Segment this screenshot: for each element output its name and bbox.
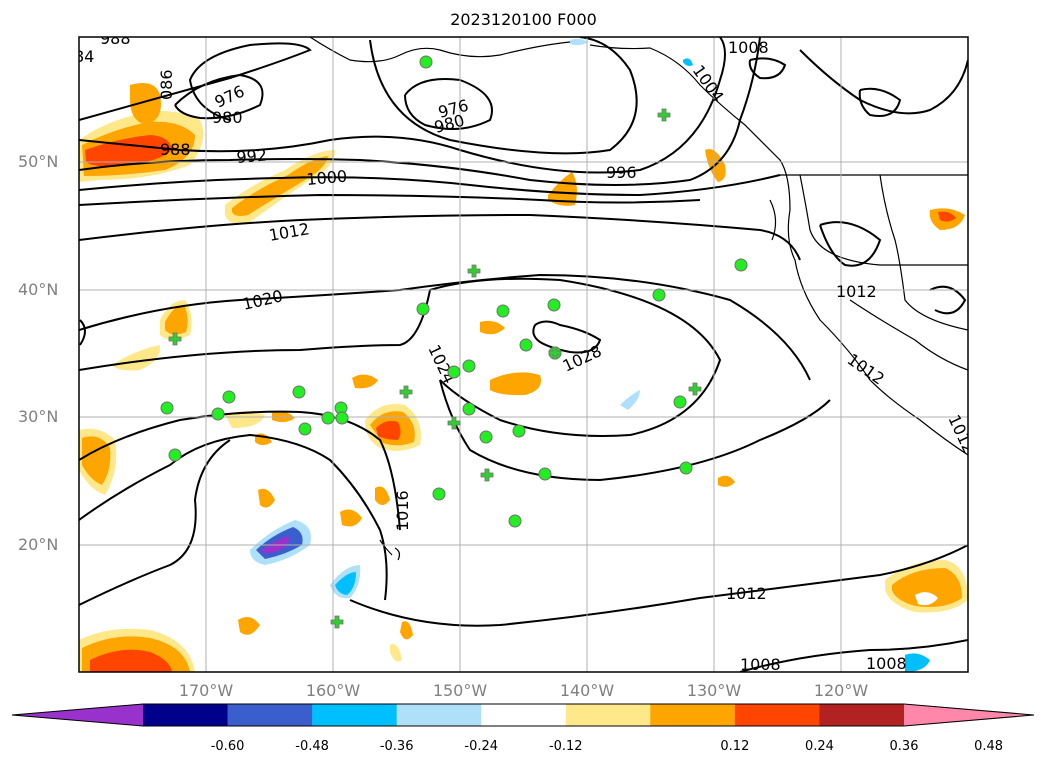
- gridlines: [79, 37, 968, 672]
- isobar-label: 1008: [866, 654, 907, 673]
- station-circle-marker: [447, 365, 461, 379]
- lon-label: 170°W: [178, 681, 234, 700]
- lat-label: 20°N: [18, 535, 59, 554]
- station-plus-marker: [480, 468, 494, 482]
- station-circle-marker: [160, 401, 174, 415]
- isobar-label: 1012: [726, 584, 767, 603]
- colorbar-tick-label: 0.48: [974, 739, 1004, 754]
- colorbar-segment: [734, 704, 820, 726]
- station-circle-marker: [538, 467, 552, 481]
- station-circle-marker: [432, 487, 446, 501]
- lon-label: 150°W: [432, 681, 488, 700]
- station-circle-marker: [547, 298, 561, 312]
- station-circle-marker: [479, 430, 493, 444]
- colorbar-tick-label: -0.48: [295, 739, 329, 754]
- colorbar-segment: [227, 704, 313, 726]
- isobar-label: 1012: [836, 282, 877, 301]
- station-plus-marker: [399, 385, 413, 399]
- station-circle-marker: [335, 411, 349, 425]
- isobar-contours: [79, 37, 968, 672]
- isobar-label: 1016: [393, 490, 412, 531]
- isobar-label: 992: [236, 145, 268, 167]
- lon-label: 140°W: [559, 681, 615, 700]
- station-circle-marker: [222, 390, 236, 404]
- station-circle-marker: [519, 338, 533, 352]
- station-plus-marker: [330, 615, 344, 629]
- anomaly-fills: [79, 38, 968, 672]
- isobar-label: 1008: [728, 38, 769, 57]
- colorbar-tick-label: 0.12: [720, 739, 750, 754]
- station-circle-marker: [508, 514, 522, 528]
- colorbar-tick-label: 0.36: [889, 739, 919, 754]
- map-title: 2023120100 F000: [450, 10, 597, 29]
- station-circle-marker: [168, 448, 182, 462]
- station-circle-marker: [462, 359, 476, 373]
- map-frame: [78, 36, 969, 673]
- colorbar: [11, 703, 1035, 727]
- station-circle-marker: [673, 395, 687, 409]
- station-circle-marker: [679, 461, 693, 475]
- colorbar-tick-label: -0.36: [379, 739, 414, 754]
- station-circle-marker: [419, 55, 433, 69]
- station-circle-marker: [496, 304, 510, 318]
- colorbar-segment: [143, 704, 229, 726]
- station-plus-marker: [168, 332, 182, 346]
- colorbar-segment: [565, 704, 651, 726]
- lon-label: 160°W: [305, 681, 361, 700]
- colorbar-extend-low: [12, 704, 143, 726]
- colorbar-tick-label: 0.60: [1043, 739, 1047, 754]
- station-circle-marker: [298, 422, 312, 436]
- station-circle-marker: [211, 407, 225, 421]
- colorbar-tick-label: -0.60: [210, 739, 245, 754]
- station-plus-marker: [447, 416, 461, 430]
- colorbar-segment: [481, 704, 567, 726]
- colorbar-tick-label: 0.24: [804, 739, 834, 754]
- station-plus-marker: [688, 382, 702, 396]
- colorbar-segment: [312, 704, 398, 726]
- isobar-labels: 988 84 086 976 980 988 992 1000 1012 102…: [74, 29, 968, 674]
- isobar-label: 988: [160, 140, 191, 159]
- isobar-label: 988: [100, 29, 131, 48]
- isobar-label: 996: [606, 163, 637, 182]
- lon-label: 130°W: [686, 681, 742, 700]
- station-plus-marker: [548, 346, 562, 360]
- station-circle-marker: [321, 411, 335, 425]
- isobar-label: 1000: [306, 167, 348, 189]
- colorbar-segment: [396, 704, 482, 726]
- lat-label: 30°N: [18, 407, 59, 426]
- isobar-label: 086: [157, 69, 176, 100]
- station-plus-marker: [657, 108, 671, 122]
- colorbar-tick-label: -0.24: [464, 739, 499, 754]
- station-circle-marker: [652, 288, 666, 302]
- colorbar-extend-high: [904, 704, 1034, 726]
- station-circle-marker: [462, 402, 476, 416]
- lat-label: 40°N: [18, 280, 59, 299]
- isobar-label: 980: [212, 108, 243, 127]
- colorbar-segment: [819, 704, 905, 726]
- coastlines: [309, 37, 968, 561]
- map-plot-area: 988 84 086 976 980 988 992 1000 1012 102…: [74, 29, 968, 674]
- station-plus-marker: [467, 264, 481, 278]
- station-circle-marker: [512, 424, 526, 438]
- lon-label: 120°W: [813, 681, 869, 700]
- colorbar-outline: [11, 703, 1035, 727]
- colorbar-tick-label: -0.12: [548, 739, 583, 754]
- isobar-label: 1008: [740, 655, 781, 674]
- station-circle-marker: [292, 385, 306, 399]
- station-circle-marker: [416, 302, 430, 316]
- colorbar-segment: [650, 704, 736, 726]
- isobar-label: 84: [74, 47, 94, 66]
- station-markers: [160, 55, 748, 629]
- lat-label: 50°N: [18, 152, 59, 171]
- station-circle-marker: [734, 258, 748, 272]
